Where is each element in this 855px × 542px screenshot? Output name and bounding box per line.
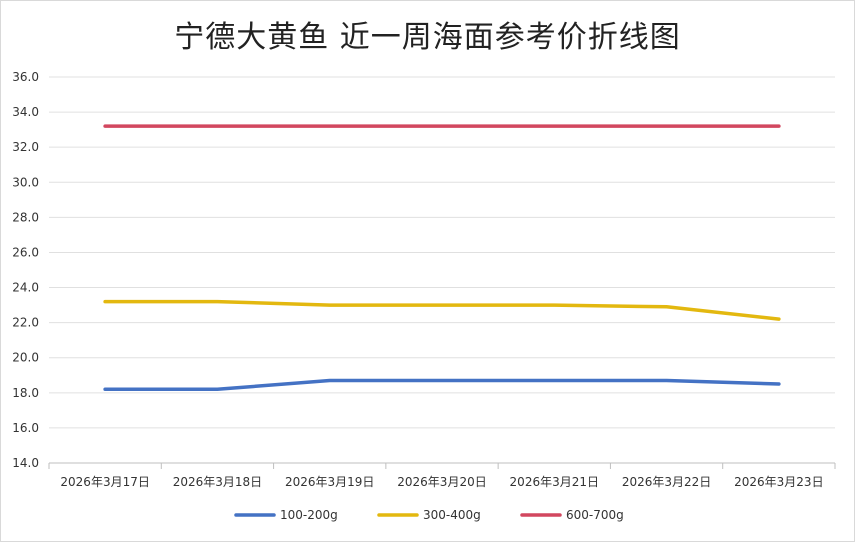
x-axis: 2026年3月17日 2026年3月18日 2026年3月19日 2026年3月20日… <box>48 463 836 489</box>
x-tick-label: 2026年3月17日 <box>60 475 149 489</box>
series-line-300-400g <box>103 299 781 321</box>
x-tick-label: 2026年3月20日 <box>397 475 486 489</box>
legend-label: 600-700g <box>566 508 624 522</box>
x-tick-label: 2026年3月21日 <box>510 475 599 489</box>
y-tick-label: 30.0 <box>12 175 39 189</box>
legend: 100-200g 300-400g 600-700g <box>234 508 624 522</box>
y-tick-label: 28.0 <box>12 210 39 224</box>
y-tick-label: 20.0 <box>12 351 39 365</box>
series-line-100-200g <box>103 378 781 392</box>
y-tick-label: 14.0 <box>12 456 39 470</box>
y-tick-label: 24.0 <box>12 281 39 295</box>
legend-label: 300-400g <box>423 508 481 522</box>
y-axis: 14.0 16.0 18.0 20.0 22.0 24.0 26.0 28.0 30.0 32.0… <box>12 70 39 470</box>
y-tick-label: 36.0 <box>12 70 39 84</box>
y-tick-label: 34.0 <box>12 105 39 119</box>
x-tick-label: 2026年3月18日 <box>173 475 262 489</box>
gridlines <box>49 76 835 464</box>
x-tick-label: 2026年3月23日 <box>734 475 823 489</box>
x-tick-label: 2026年3月22日 <box>622 475 711 489</box>
y-tick-label: 22.0 <box>12 316 39 330</box>
series-lines <box>103 124 781 392</box>
x-tick-label: 2026年3月19日 <box>285 475 374 489</box>
y-tick-label: 16.0 <box>12 421 39 435</box>
y-tick-label: 18.0 <box>12 386 39 400</box>
chart-title: 宁德大黄鱼 近一周海面参考价折线图 <box>174 20 681 55</box>
y-tick-label: 32.0 <box>12 140 39 154</box>
y-tick-label: 26.0 <box>12 245 39 259</box>
legend-label: 100-200g <box>280 508 338 522</box>
